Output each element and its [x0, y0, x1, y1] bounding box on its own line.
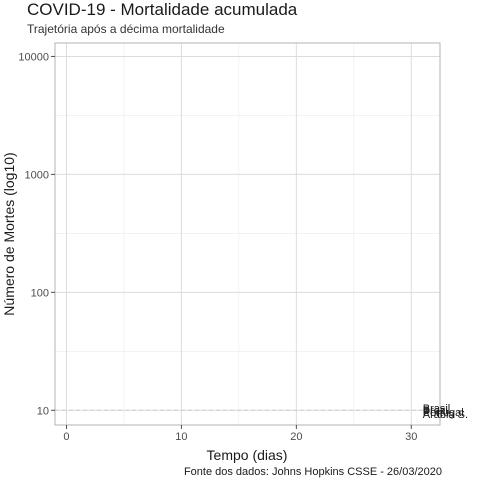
country-label: Brasil [423, 403, 451, 415]
y-tick-label: 10000 [18, 51, 49, 63]
y-tick-label: 10 [37, 405, 49, 417]
chart-title: COVID-19 - Mortalidade acumulada [27, 0, 298, 19]
x-tick-label: 0 [63, 431, 69, 443]
y-tick-label: 100 [31, 287, 49, 299]
x-axis-ticks: 0 10 20 30 [63, 425, 417, 443]
x-tick-label: 30 [405, 431, 417, 443]
x-tick-label: 10 [175, 431, 187, 443]
x-tick-label: 20 [290, 431, 302, 443]
chart-subtitle: Trajetória após a décima mortalidade [27, 22, 225, 36]
chart-caption: Fonte dos dados: Johns Hopkins CSSE - 26… [183, 466, 442, 478]
plot-border [54, 42, 441, 426]
y-tick-label: 1000 [25, 169, 49, 181]
x-axis-title: Tempo (dias) [207, 447, 288, 463]
country-label: Brazil [423, 405, 451, 417]
country-label: Arábia S. [423, 409, 468, 421]
y-axis-title: Número de Mortes (log10) [1, 152, 17, 315]
country-label: Portugal [423, 407, 464, 419]
y-axis-ticks: 10 100 1000 10000 [18, 51, 55, 417]
plot-background [55, 43, 440, 425]
